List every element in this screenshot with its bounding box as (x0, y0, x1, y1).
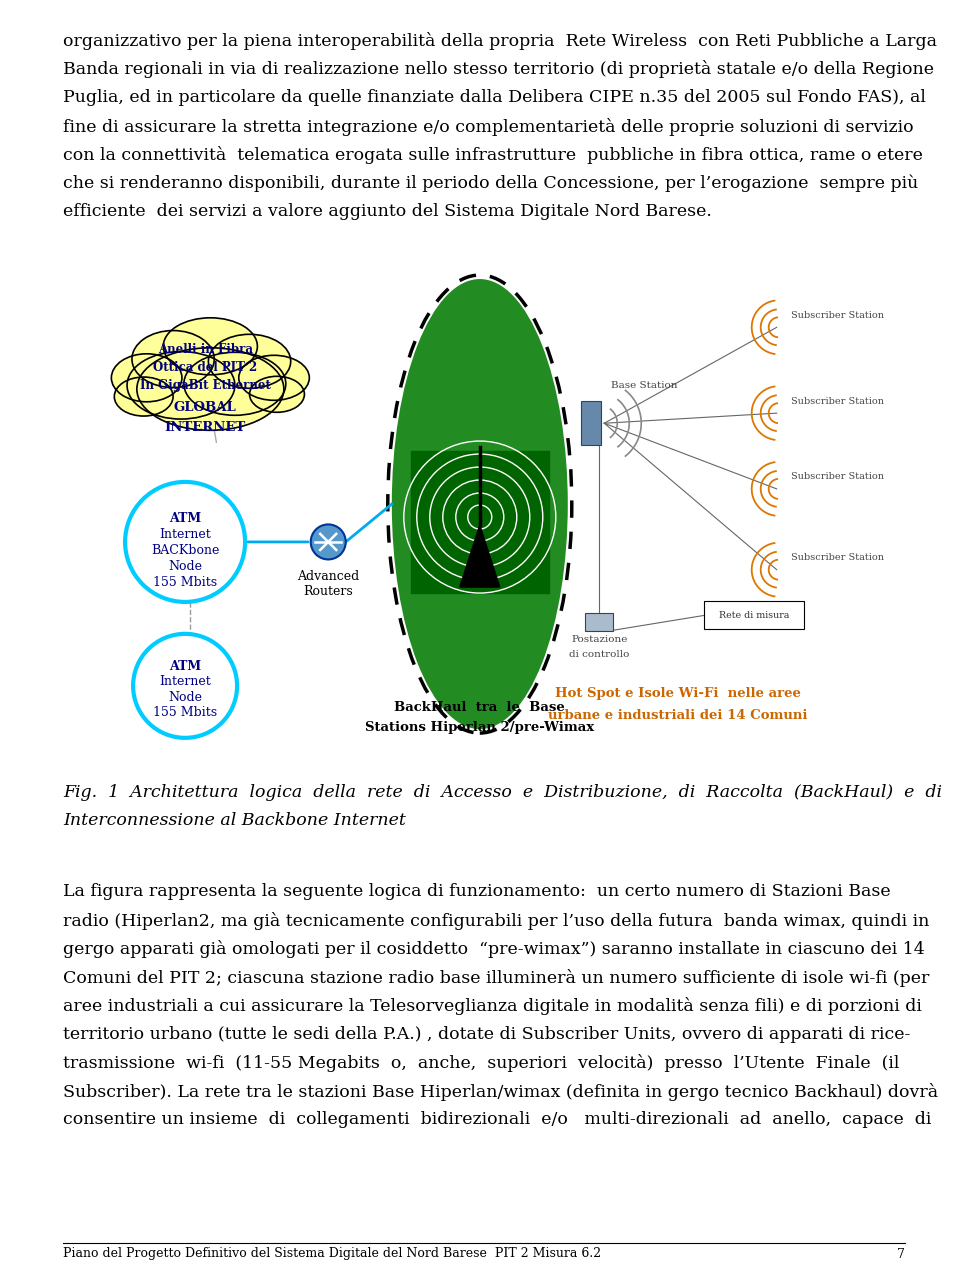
FancyBboxPatch shape (704, 601, 804, 629)
Ellipse shape (250, 376, 304, 413)
FancyBboxPatch shape (586, 613, 613, 632)
Text: BACKbone: BACKbone (151, 544, 219, 557)
Text: fine di assicurare la stretta integrazione e/o complementarietà delle proprie so: fine di assicurare la stretta integrazio… (63, 118, 914, 135)
Text: Puglia, ed in particolare da quelle finanziate dalla Delibera CIPE n.35 del 2005: Puglia, ed in particolare da quelle fina… (63, 89, 925, 106)
Text: radio (Hiperlan2, ma già tecnicamente configurabili per l’uso della futura  band: radio (Hiperlan2, ma già tecnicamente co… (63, 912, 929, 929)
Text: Routers: Routers (303, 585, 353, 598)
Text: aree industriali a cui assicurare la Telesorveglianza digitale in modalità senza: aree industriali a cui assicurare la Tel… (63, 998, 922, 1015)
Text: Rete di misura: Rete di misura (718, 610, 789, 619)
Text: La figura rappresenta la seguente logica di funzionamento:  un certo numero di S: La figura rappresenta la seguente logica… (63, 884, 891, 900)
Text: Anelli in Fibra: Anelli in Fibra (157, 343, 252, 356)
Text: Subscriber Station: Subscriber Station (791, 553, 884, 562)
Polygon shape (460, 525, 500, 587)
Text: Interconnessione al Backbone Internet: Interconnessione al Backbone Internet (63, 812, 406, 829)
Text: Fig.  1  Architettura  logica  della  rete  di  Accesso  e  Distribuzione,  di  : Fig. 1 Architettura logica della rete di… (63, 784, 942, 800)
Circle shape (311, 524, 346, 560)
Ellipse shape (392, 279, 567, 729)
Ellipse shape (111, 353, 182, 401)
Text: Subscriber Station: Subscriber Station (791, 310, 884, 320)
Text: organizzativo per la piena interoperabilità della propria  Rete Wireless  con Re: organizzativo per la piena interoperabil… (63, 32, 937, 49)
Ellipse shape (114, 377, 173, 417)
Text: BackHaul  tra  le  Base: BackHaul tra le Base (395, 700, 565, 714)
Ellipse shape (132, 330, 214, 387)
Ellipse shape (137, 348, 284, 430)
Text: Subscriber). La rete tra le stazioni Base Hiperlan/wimax (definita in gergo tecn: Subscriber). La rete tra le stazioni Bas… (63, 1082, 938, 1100)
Text: Subscriber Station: Subscriber Station (791, 472, 884, 481)
Text: con la connettività  telematica erogata sulle infrastrutture  pubbliche in fibra: con la connettività telematica erogata s… (63, 146, 923, 165)
Text: Internet: Internet (159, 528, 211, 542)
Text: Internet: Internet (159, 675, 211, 689)
Text: In GigaBit Ethernet: In GigaBit Ethernet (140, 380, 271, 392)
Text: di controllo: di controllo (569, 651, 630, 660)
Ellipse shape (208, 334, 291, 389)
Text: Subscriber Station: Subscriber Station (791, 396, 884, 405)
Text: Postazione: Postazione (571, 636, 628, 644)
Text: 155 Mbits: 155 Mbits (153, 706, 217, 719)
Ellipse shape (184, 352, 286, 415)
Text: Advanced: Advanced (297, 570, 359, 582)
Text: ATM: ATM (169, 661, 202, 674)
Ellipse shape (239, 356, 309, 400)
Text: Stations Hiperlan 2/pre-Wimax: Stations Hiperlan 2/pre-Wimax (365, 720, 594, 733)
Text: 7: 7 (898, 1247, 905, 1261)
FancyBboxPatch shape (411, 451, 549, 592)
Text: Comuni del PIT 2; ciascuna stazione radio base illuminerà un numero sufficiente : Comuni del PIT 2; ciascuna stazione radi… (63, 968, 929, 986)
Text: Node: Node (168, 691, 203, 704)
Text: Piano del Progetto Definitivo del Sistema Digitale del Nord Barese  PIT 2 Misura: Piano del Progetto Definitivo del Sistem… (63, 1247, 601, 1261)
Text: Banda regionali in via di realizzazione nello stesso territorio (di proprietà st: Banda regionali in via di realizzazione … (63, 61, 934, 78)
Text: 155 Mbits: 155 Mbits (153, 576, 217, 590)
Text: INTERNET: INTERNET (165, 422, 246, 434)
Text: GLOBAL: GLOBAL (174, 401, 237, 414)
Text: trasmissione  wi-fi  (11-55 Megabits  o,  anche,  superiori  velocità)  presso  : trasmissione wi-fi (11-55 Megabits o, an… (63, 1055, 900, 1072)
Text: Ottica del PIT 2: Ottica del PIT 2 (154, 361, 257, 375)
FancyBboxPatch shape (581, 401, 601, 446)
Text: che si renderanno disponibili, durante il periodo della Concessione, per l’eroga: che si renderanno disponibili, durante i… (63, 175, 919, 192)
Text: Node: Node (168, 561, 203, 573)
Text: efficiente  dei servizi a valore aggiunto del Sistema Digitale Nord Barese.: efficiente dei servizi a valore aggiunto… (63, 203, 712, 220)
Text: gergo apparati già omologati per il cosiddetto  “pre-wimax”) saranno installate : gergo apparati già omologati per il cosi… (63, 941, 924, 958)
Text: territorio urbano (tutte le sedi della P.A.) , dotate di Subscriber Units, ovver: territorio urbano (tutte le sedi della P… (63, 1025, 910, 1043)
Text: urbane e industriali dei 14 Comuni: urbane e industriali dei 14 Comuni (548, 709, 807, 722)
Text: consentire un insieme  di  collegamenti  bidirezionali  e/o   multi-direzionali : consentire un insieme di collegamenti bi… (63, 1112, 931, 1128)
Ellipse shape (127, 352, 235, 419)
Text: Base Station: Base Station (612, 381, 678, 390)
Ellipse shape (163, 318, 257, 375)
Text: ATM: ATM (169, 513, 202, 525)
Text: Hot Spot e Isole Wi-Fi  nelle aree: Hot Spot e Isole Wi-Fi nelle aree (555, 686, 801, 700)
